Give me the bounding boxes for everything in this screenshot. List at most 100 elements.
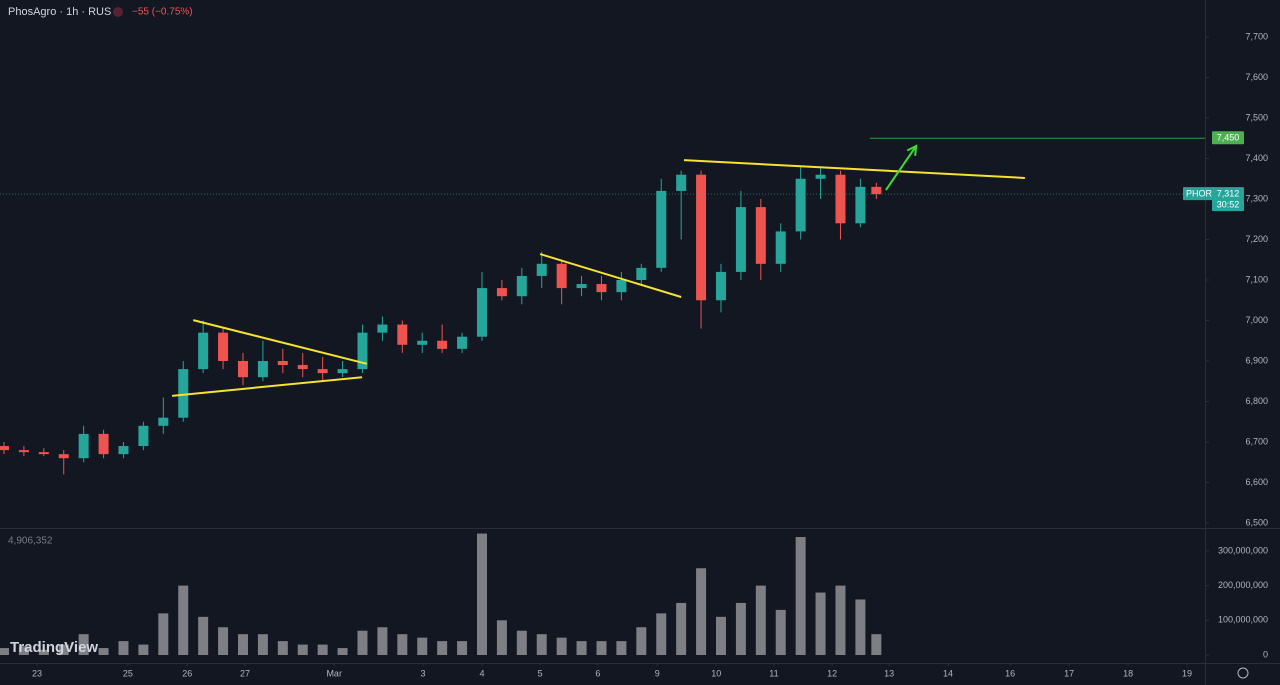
x-tick-label: 12 (827, 668, 837, 678)
y-tick-label: 7,500 (1245, 112, 1268, 122)
volume-bar (815, 592, 826, 655)
candle-body (257, 361, 268, 378)
volume-tick-label: 100,000,000 (1218, 615, 1268, 625)
candle-body (536, 263, 547, 276)
candle-body (158, 417, 169, 426)
candle-body (696, 174, 707, 301)
candle-body (237, 361, 248, 378)
y-tick-label: 7,400 (1245, 153, 1268, 163)
x-tick-label: 6 (595, 668, 600, 678)
volume-bar (835, 585, 846, 655)
candle-body (656, 190, 667, 268)
candle-body (576, 284, 587, 289)
y-tick-label: 6,600 (1245, 477, 1268, 487)
volume-bar (516, 630, 527, 655)
candle-body (437, 340, 448, 349)
y-tick-label: 7,200 (1245, 234, 1268, 244)
volume-bar (218, 627, 229, 655)
candle-body (118, 446, 129, 455)
candle-body (616, 280, 627, 293)
candle-body (337, 369, 348, 374)
brand[interactable]: TradingView (10, 639, 98, 656)
price-pane (0, 137, 1205, 475)
volume-tick-label: 300,000,000 (1218, 545, 1268, 555)
candle-body (377, 324, 388, 333)
candle-body (596, 284, 607, 293)
x-tick-label: 13 (884, 668, 894, 678)
trendline (683, 159, 1025, 179)
volume-bar (457, 641, 468, 655)
volume-bar (855, 599, 866, 655)
volume-bar (0, 648, 9, 655)
volume-bar (257, 634, 268, 655)
volume-bar (636, 627, 647, 655)
arrow-shaft (885, 145, 917, 191)
settings-icon[interactable] (1237, 667, 1249, 679)
candle-body (676, 174, 687, 191)
chart-title: PhosAgro · 1h · RUS (8, 6, 111, 18)
candle-body (715, 271, 726, 301)
trendline (539, 253, 682, 298)
last-price-label: 7,312 (1217, 189, 1240, 199)
volume-bar (357, 630, 368, 655)
volume-bar (596, 641, 607, 655)
volume-bar (715, 616, 726, 655)
volume-bar (38, 649, 49, 655)
candle-body (775, 231, 786, 264)
candle-body (218, 332, 229, 361)
volume-bar (297, 644, 308, 655)
volume-bar (871, 634, 882, 655)
volume-bar (676, 602, 687, 655)
candle-body (178, 369, 189, 418)
candle-body (357, 332, 368, 370)
volume-bar (616, 641, 627, 655)
last-price-badge (1212, 187, 1244, 212)
candle-body (871, 186, 882, 195)
symbol-label: PHOR (1186, 189, 1213, 199)
candle-body (397, 324, 408, 345)
volume-bar (795, 537, 806, 655)
volume-bar (397, 634, 408, 655)
x-tick-label: 18 (1123, 668, 1133, 678)
volume-bar (377, 627, 388, 655)
candle-body (556, 263, 567, 289)
x-tick-label: 27 (240, 668, 250, 678)
volume-bar (337, 648, 348, 655)
candle-body (735, 207, 746, 272)
candle-body (98, 433, 109, 455)
volume-bar (536, 634, 547, 655)
volume-bar (58, 644, 69, 655)
candle-body (755, 207, 766, 264)
y-tick-label: 6,500 (1245, 517, 1268, 527)
x-tick-label: 9 (655, 668, 660, 678)
candle-body (38, 452, 49, 455)
volume-bar (18, 646, 29, 655)
volume-bar (277, 641, 288, 655)
volume-bar (78, 634, 89, 655)
volume-bar (138, 644, 149, 655)
candle-body (198, 332, 209, 370)
volume-bar (696, 568, 707, 655)
volume-bar (98, 648, 109, 655)
volume-bar (178, 585, 189, 655)
candle-body (516, 275, 527, 297)
volume-tick-label: 200,000,000 (1218, 580, 1268, 590)
x-tick-label: 10 (711, 668, 721, 678)
volume-tick-label: 0 (1263, 649, 1268, 659)
trendline (192, 319, 368, 365)
countdown: 30:52 (1217, 200, 1240, 210)
candle-body (138, 425, 149, 447)
y-tick-label: 6,900 (1245, 355, 1268, 365)
x-tick-label: 26 (182, 668, 192, 678)
volume-bar (576, 641, 587, 655)
x-tick-label: 14 (943, 668, 953, 678)
y-tick-label: 7,100 (1245, 274, 1268, 284)
change: −55 (−0.75%) (132, 7, 193, 18)
volume-bar (775, 609, 786, 655)
candle-body (457, 336, 468, 349)
volume-bar (118, 641, 129, 655)
y-tick-label: 6,700 (1245, 436, 1268, 446)
x-tick-label: 4 (479, 668, 484, 678)
volume-bar (237, 634, 248, 655)
